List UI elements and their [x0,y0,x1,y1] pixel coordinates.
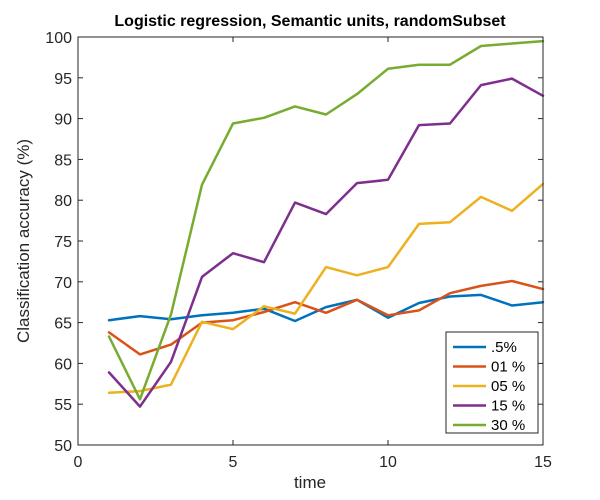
series-line-0 [107,293,545,323]
series-line-2 [107,182,545,395]
series-line-1 [107,279,545,356]
legend-label: 15 % [491,398,525,415]
legend-label: 05 % [491,378,525,395]
y-tick-label: 60 [54,356,72,373]
chart-title: Logistic regression, Semantic units, ran… [114,13,506,30]
legend-label: 01 % [491,359,525,376]
y-tick-label: 50 [54,438,72,455]
y-tick-label: 70 [54,275,72,292]
y-tick-label: 90 [54,112,72,129]
x-tick-label: 5 [229,454,238,471]
x-axis: 0 5 10 15 [74,37,552,471]
x-axis-label: time [294,473,326,492]
y-tick-label: 80 [54,193,72,210]
y-tick-label: 65 [54,316,72,333]
y-tick-label: 85 [54,152,72,169]
legend-label: .5% [491,339,517,356]
y-tick-label: 55 [54,397,72,414]
y-tick-label: 75 [54,234,72,251]
legend: .5% 01 % 05 % 15 % 30 % [445,331,539,434]
legend-box [445,331,539,434]
x-tick-label: 10 [379,454,397,471]
series-layer [107,39,545,408]
series-line-3 [107,77,545,408]
legend-label: 30 % [491,417,525,434]
y-tick-label: 95 [54,71,72,88]
series-line-4 [107,39,545,401]
y-axis-label: Classification accuracy (%) [14,139,33,343]
y-tick-label: 100 [45,30,72,47]
x-tick-label: 0 [74,454,83,471]
x-tick-label: 15 [534,454,552,471]
y-axis: 50 55 60 65 70 75 80 85 90 95 100 [45,30,543,455]
